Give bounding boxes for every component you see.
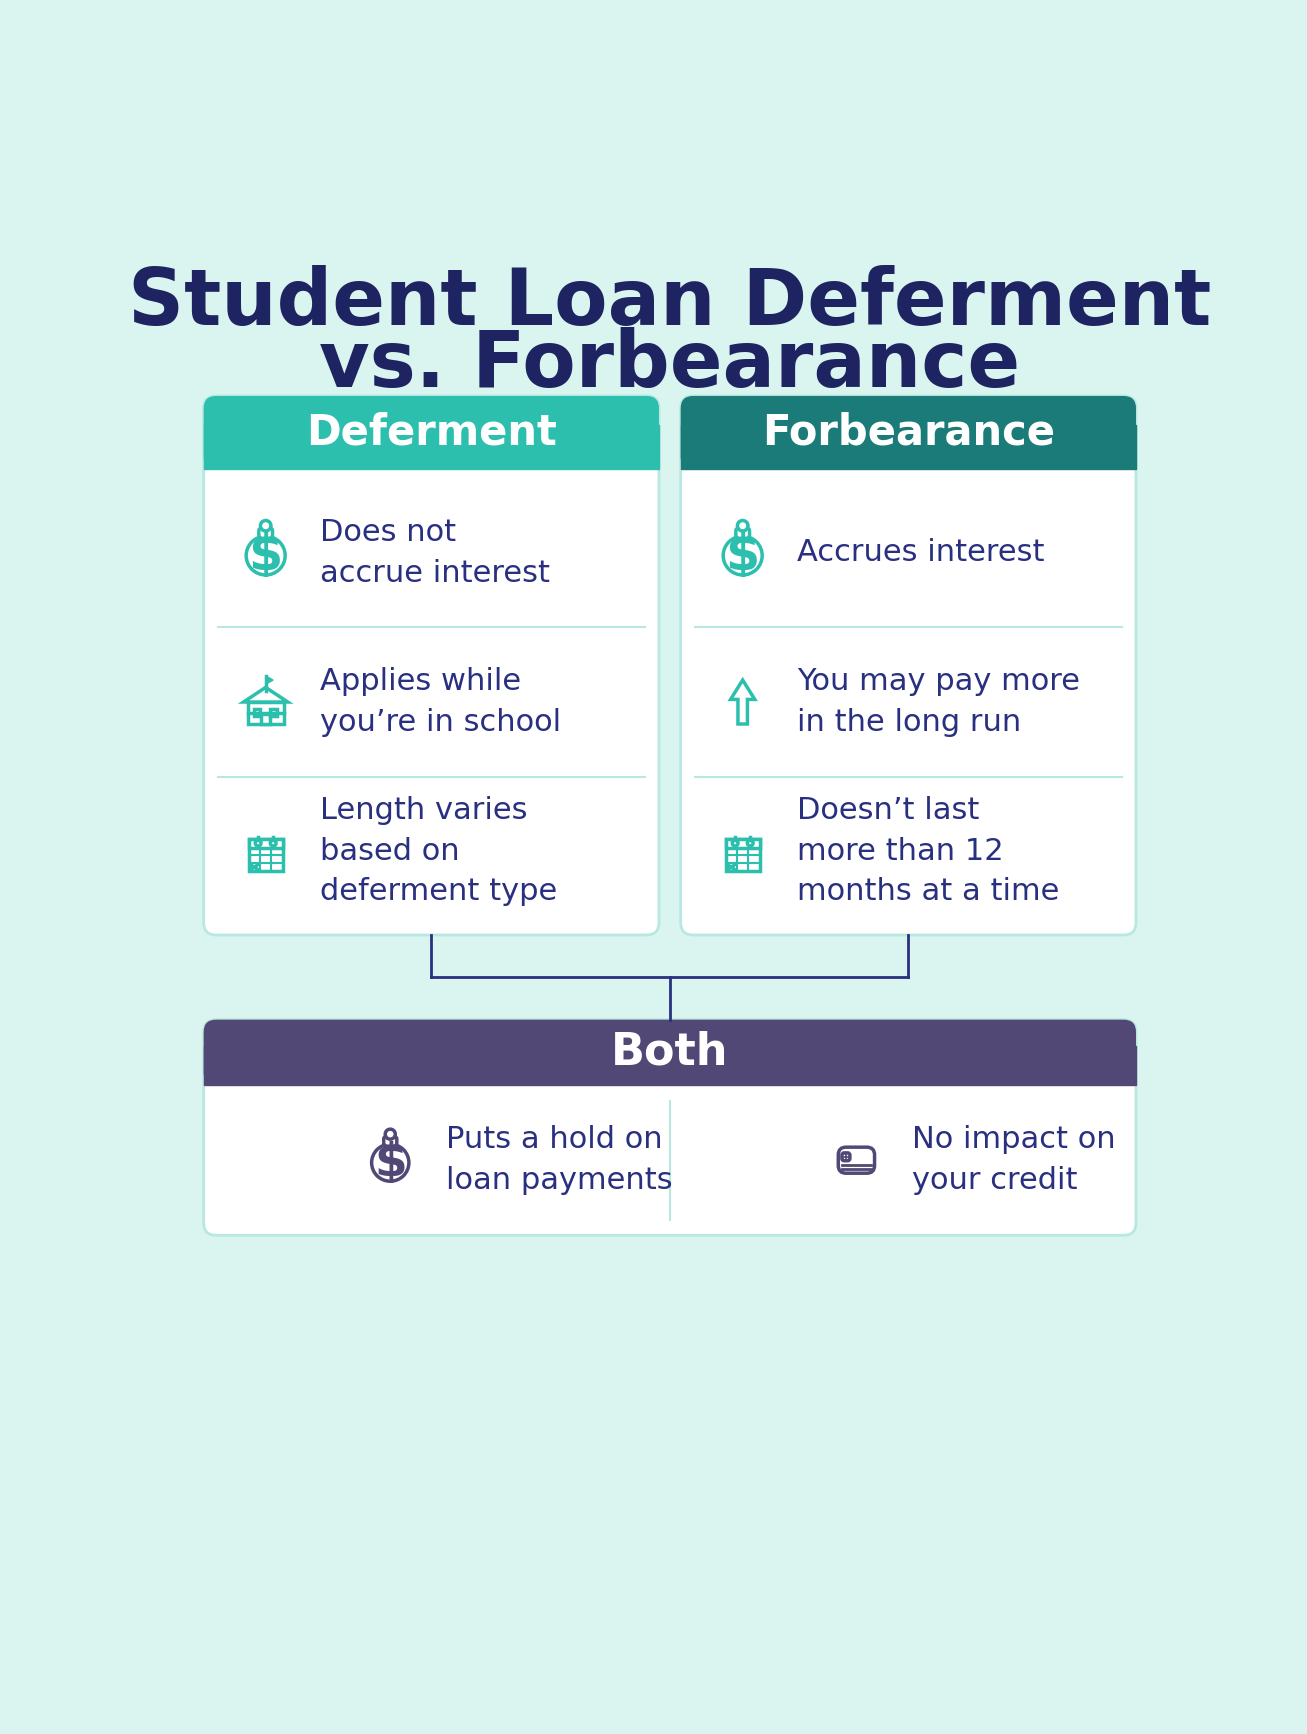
Text: $: $ [725, 532, 759, 581]
Circle shape [260, 520, 271, 531]
Bar [261, 714, 269, 725]
Circle shape [737, 520, 748, 531]
Text: $: $ [248, 532, 282, 581]
FancyBboxPatch shape [681, 395, 1136, 935]
Circle shape [386, 1129, 395, 1139]
Text: $: $ [374, 1141, 406, 1186]
Text: Doesn’t last
more than 12
months at a time: Doesn’t last more than 12 months at a ti… [797, 796, 1059, 907]
FancyBboxPatch shape [248, 702, 284, 725]
Bar [271, 709, 277, 716]
Polygon shape [731, 680, 755, 725]
FancyBboxPatch shape [204, 395, 659, 470]
FancyBboxPatch shape [204, 1020, 1136, 1235]
Bar [204, 1046, 1136, 1085]
Bar [725, 839, 759, 870]
Text: Deferment: Deferment [306, 411, 557, 454]
Circle shape [723, 536, 762, 576]
Text: vs. Forbearance: vs. Forbearance [319, 326, 1021, 402]
FancyBboxPatch shape [384, 1136, 397, 1146]
Bar [681, 425, 1136, 470]
Text: No impact on
your credit: No impact on your credit [912, 1125, 1116, 1195]
Bar [248, 839, 282, 848]
FancyBboxPatch shape [838, 1148, 874, 1174]
Text: Forbearance: Forbearance [762, 411, 1055, 454]
FancyBboxPatch shape [204, 395, 659, 935]
FancyBboxPatch shape [681, 395, 1136, 470]
Circle shape [371, 1144, 409, 1181]
Text: Student Loan Deferment: Student Loan Deferment [128, 265, 1212, 342]
Text: Applies while
you’re in school: Applies while you’re in school [320, 668, 561, 737]
FancyBboxPatch shape [204, 1020, 1136, 1085]
Polygon shape [243, 687, 288, 702]
FancyBboxPatch shape [259, 527, 273, 538]
Text: Accrues interest: Accrues interest [797, 539, 1044, 567]
Bar [204, 425, 659, 470]
Text: Does not
accrue interest: Does not accrue interest [320, 518, 550, 588]
FancyBboxPatch shape [842, 1153, 850, 1160]
Text: Both: Both [612, 1032, 728, 1073]
Bar [725, 839, 759, 848]
Bar [254, 709, 260, 716]
FancyBboxPatch shape [736, 527, 749, 538]
Text: Length varies
based on
deferment type: Length varies based on deferment type [320, 796, 557, 907]
Polygon shape [265, 676, 273, 685]
Bar [248, 839, 282, 870]
Text: Puts a hold on
loan payments: Puts a hold on loan payments [446, 1125, 673, 1195]
Text: You may pay more
in the long run: You may pay more in the long run [797, 668, 1080, 737]
Circle shape [246, 536, 285, 576]
